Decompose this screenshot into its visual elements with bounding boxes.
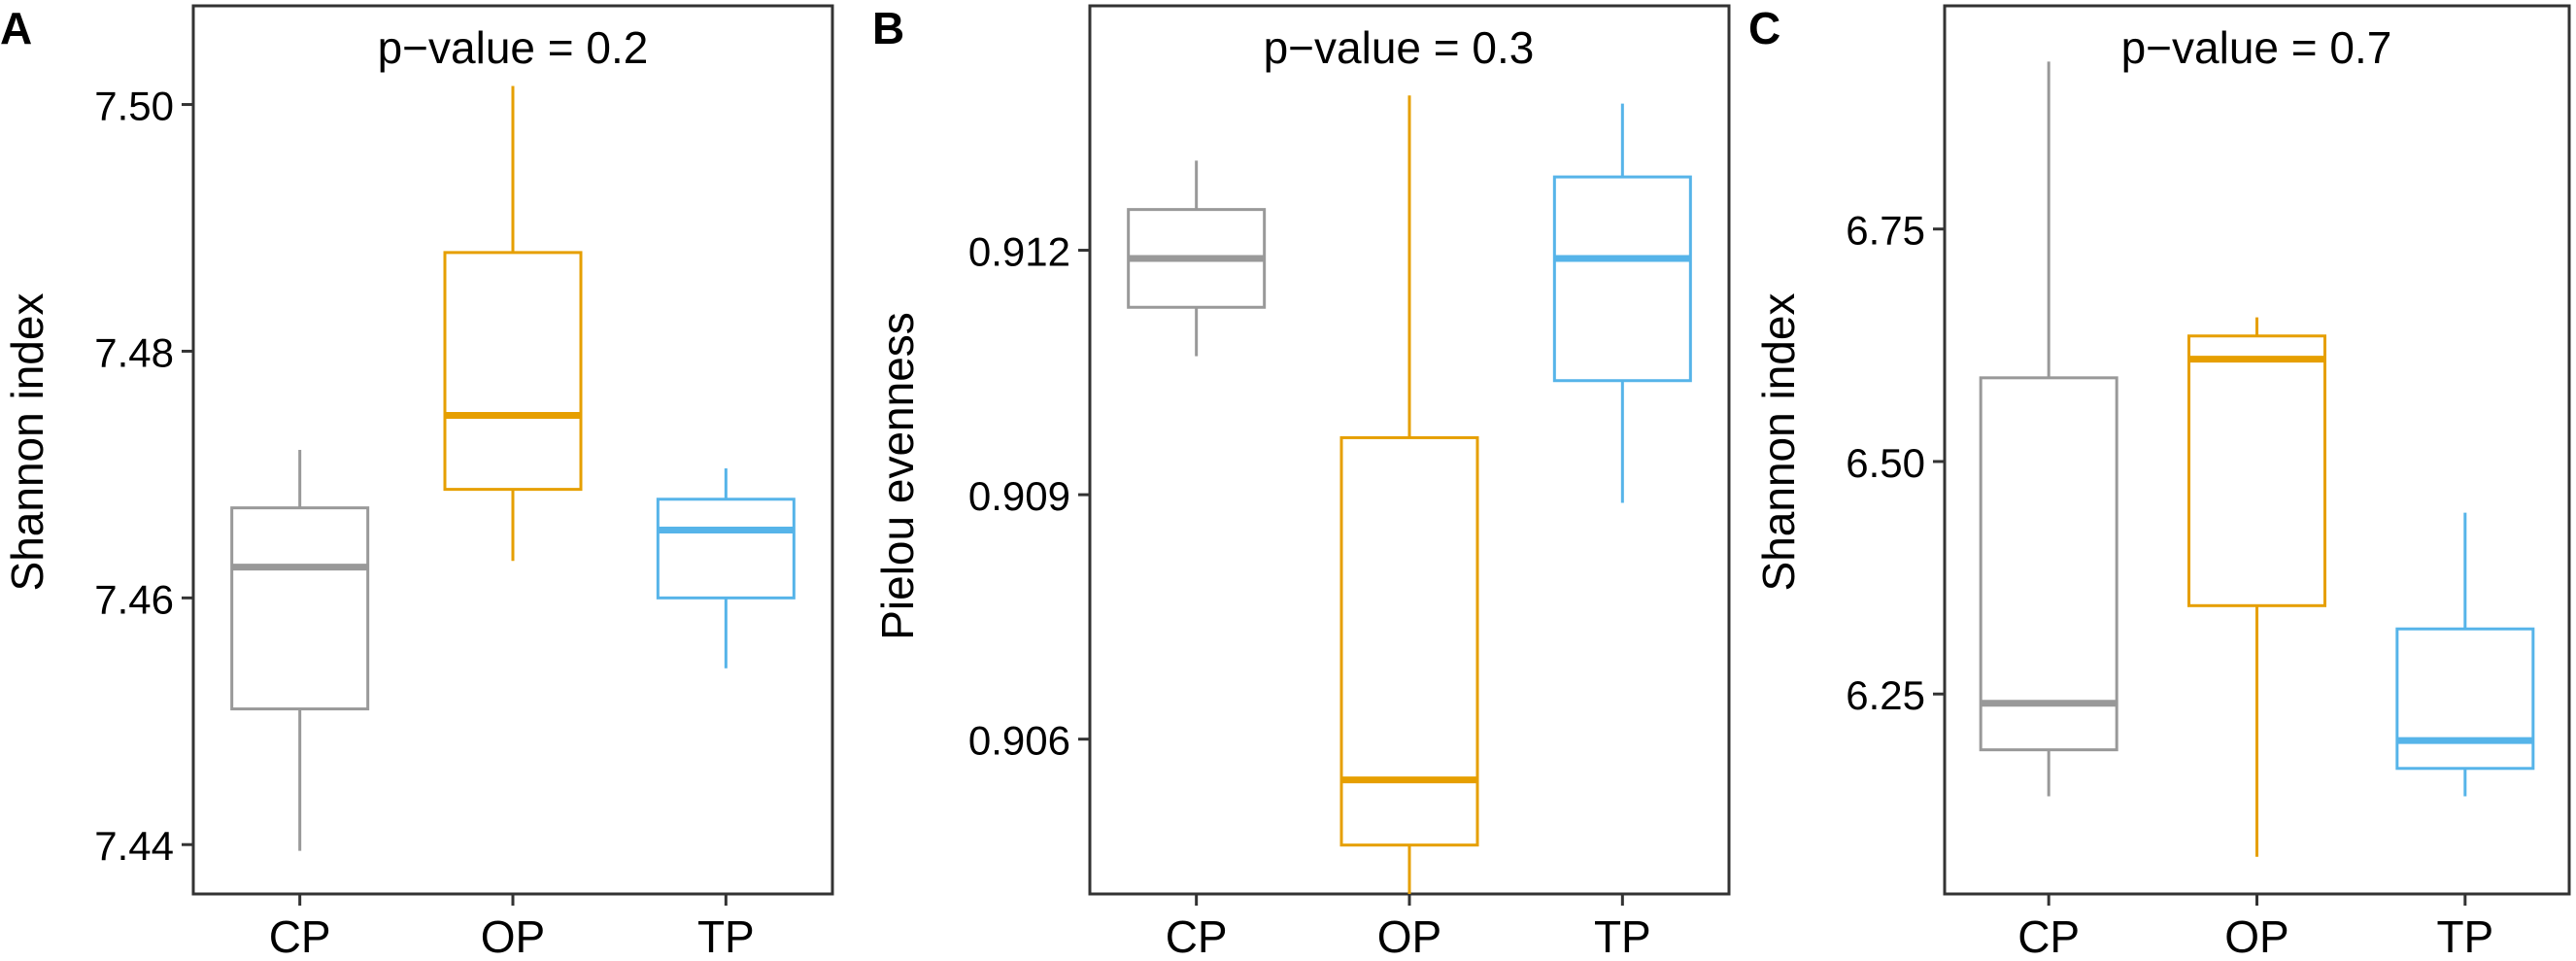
y-axis-ticks-a: 7.44 7.46 7.48 7.50 <box>94 84 193 869</box>
x-tick-label: TP <box>2436 911 2493 961</box>
panel-label-b: B <box>872 3 904 53</box>
x-tick-label: OP <box>2224 911 2288 961</box>
y-tick-label: 0.909 <box>968 473 1070 519</box>
panel-a: A Shannon index p−value = 0.2 7.447.467.… <box>0 3 834 961</box>
plot-title-b: p−value = 0.3 <box>1264 22 1535 73</box>
panel-label-c: C <box>1748 3 1780 53</box>
x-tick-label: CP <box>1166 911 1228 961</box>
boxes-c <box>1979 61 2535 857</box>
x-tick-label: CP <box>269 911 331 961</box>
box-tp <box>1552 103 1692 503</box>
boxes-a <box>230 86 796 851</box>
box-op <box>1339 95 1479 903</box>
panel-c: C Shannon index p−value = 0.7 6.256.506.… <box>1748 3 2571 961</box>
x-axis-ticks-a: CP OP TP <box>269 894 755 961</box>
box-cp <box>1979 61 2118 797</box>
y-tick-label: 7.48 <box>94 329 174 375</box>
y-tick-label: 7.44 <box>94 823 174 869</box>
x-tick-label: OP <box>1377 911 1441 961</box>
y-tick-label: 7.46 <box>94 576 174 622</box>
x-axis-ticks-b: CP OP TP <box>1166 894 1651 961</box>
iqr-box <box>2187 334 2326 607</box>
x-tick-label: CP <box>2017 911 2080 961</box>
panel-b: B Pielou evenness p−value = 0.3 0.9060.9… <box>872 3 1731 961</box>
iqr-box <box>1339 435 1479 847</box>
iqr-box <box>2395 627 2535 771</box>
box-cp <box>230 450 370 851</box>
y-axis-title-a: Shannon index <box>2 293 52 592</box>
y-axis-title-c: Shannon index <box>1753 293 1804 592</box>
x-tick-label: TP <box>1594 911 1651 961</box>
y-tick-label: 6.75 <box>1846 208 1925 254</box>
y-tick-label: 7.50 <box>94 84 174 129</box>
iqr-box <box>443 251 583 492</box>
x-axis-ticks-c: CP OP TP <box>2017 894 2493 961</box>
x-tick-label: OP <box>481 911 545 961</box>
box-op <box>443 86 583 562</box>
iqr-box <box>656 498 796 600</box>
iqr-box <box>230 506 370 711</box>
y-axis-title-b: Pielou evenness <box>872 312 923 640</box>
box-op <box>2187 317 2326 857</box>
x-tick-label: TP <box>697 911 755 961</box>
y-tick-label: 6.50 <box>1846 440 1925 486</box>
iqr-box <box>1979 376 2118 752</box>
box-tp <box>2395 512 2535 797</box>
y-tick-label: 6.25 <box>1846 672 1925 718</box>
y-tick-label: 0.906 <box>968 718 1070 764</box>
plot-title-a: p−value = 0.2 <box>378 22 649 73</box>
panel-label-a: A <box>0 3 32 53</box>
box-cp <box>1127 160 1267 357</box>
boxes-b <box>1127 95 1692 903</box>
y-tick-label: 0.912 <box>968 229 1070 275</box>
y-axis-ticks-b: 0.906 0.909 0.912 <box>968 229 1090 764</box>
y-axis-ticks-c: 6.25 6.50 6.75 <box>1846 208 1945 718</box>
box-tp <box>656 468 796 669</box>
plot-title-c: p−value = 0.7 <box>2121 22 2392 73</box>
iqr-box <box>1552 175 1692 383</box>
